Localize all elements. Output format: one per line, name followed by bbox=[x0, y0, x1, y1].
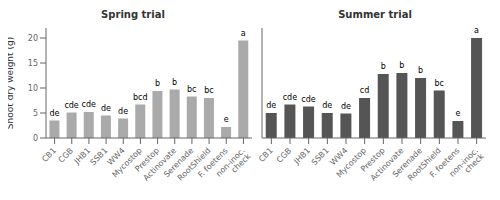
html-text:Summer trial: Summer trial bbox=[338, 9, 412, 20]
svg-text:b: b bbox=[155, 79, 160, 88]
svg-text:Actinovate: Actinovate bbox=[141, 146, 179, 183]
svg-text:SSB1: SSB1 bbox=[88, 146, 109, 167]
svg-text:de: de bbox=[49, 109, 59, 118]
svg-text:10: 10 bbox=[28, 84, 38, 93]
svg-text:WW4: WW4 bbox=[328, 146, 350, 168]
svg-text:Mycostop: Mycostop bbox=[110, 146, 144, 180]
svg-text:e: e bbox=[455, 109, 460, 118]
svg-text:bc: bc bbox=[187, 85, 196, 94]
html-text:Spring trial: Spring trial bbox=[101, 9, 165, 20]
svg-text:bcd: bcd bbox=[133, 93, 148, 102]
svg-text:b: b bbox=[399, 61, 404, 70]
svg-text:a: a bbox=[474, 26, 479, 35]
svg-text:de: de bbox=[118, 107, 128, 116]
svg-text:bc: bc bbox=[434, 79, 443, 88]
svg-text:WW4: WW4 bbox=[105, 146, 127, 168]
svg-text:20: 20 bbox=[28, 34, 38, 43]
svg-text:JHB1: JHB1 bbox=[292, 146, 312, 166]
svg-text:CB1: CB1 bbox=[40, 146, 58, 164]
svg-text:Prestop: Prestop bbox=[133, 146, 161, 174]
svg-text:0: 0 bbox=[33, 134, 38, 143]
svg-text:b: b bbox=[172, 78, 177, 87]
svg-text:cde: cde bbox=[64, 101, 78, 110]
svg-text:de: de bbox=[266, 101, 276, 110]
svg-text:cd: cd bbox=[360, 86, 369, 95]
svg-text:Prestop: Prestop bbox=[359, 146, 387, 174]
svg-text:b: b bbox=[418, 66, 423, 75]
svg-text:de: de bbox=[101, 104, 111, 113]
svg-text:CGB: CGB bbox=[57, 146, 76, 165]
svg-text:JHB1: JHB1 bbox=[72, 146, 92, 166]
svg-text:5: 5 bbox=[33, 109, 38, 118]
svg-text:F. foetens: F. foetens bbox=[427, 146, 462, 180]
svg-text:RootShield: RootShield bbox=[406, 146, 443, 183]
svg-text:15: 15 bbox=[28, 59, 38, 68]
svg-text:cde: cde bbox=[283, 93, 297, 102]
svg-text:Mycostop: Mycostop bbox=[334, 146, 369, 180]
svg-text:SSB1: SSB1 bbox=[310, 146, 331, 167]
svg-text:b: b bbox=[381, 62, 386, 71]
svg-text:e: e bbox=[224, 115, 229, 124]
svg-text:de: de bbox=[341, 102, 351, 111]
svg-text:CB1: CB1 bbox=[258, 146, 275, 164]
svg-text:de: de bbox=[322, 101, 332, 110]
svg-text:Shoot dry weight (g): Shoot dry weight (g) bbox=[8, 37, 15, 129]
svg-text:CGB: CGB bbox=[275, 146, 294, 165]
svg-text:Serenade: Serenade bbox=[162, 146, 196, 180]
svg-text:non-inoc.check: non-inoc.check bbox=[214, 146, 252, 184]
svg-text:cde: cde bbox=[82, 100, 96, 109]
svg-text:bc: bc bbox=[204, 86, 213, 95]
svg-text:cde: cde bbox=[301, 95, 315, 104]
svg-text:RootShield: RootShield bbox=[175, 146, 213, 183]
svg-text:non-inoc.check: non-inoc.check bbox=[447, 146, 485, 184]
svg-text:a: a bbox=[241, 29, 246, 38]
svg-text:F. foetens: F. foetens bbox=[196, 146, 230, 180]
svg-text:Serenade: Serenade bbox=[390, 146, 425, 180]
svg-text:Actinovate: Actinovate bbox=[368, 146, 406, 183]
